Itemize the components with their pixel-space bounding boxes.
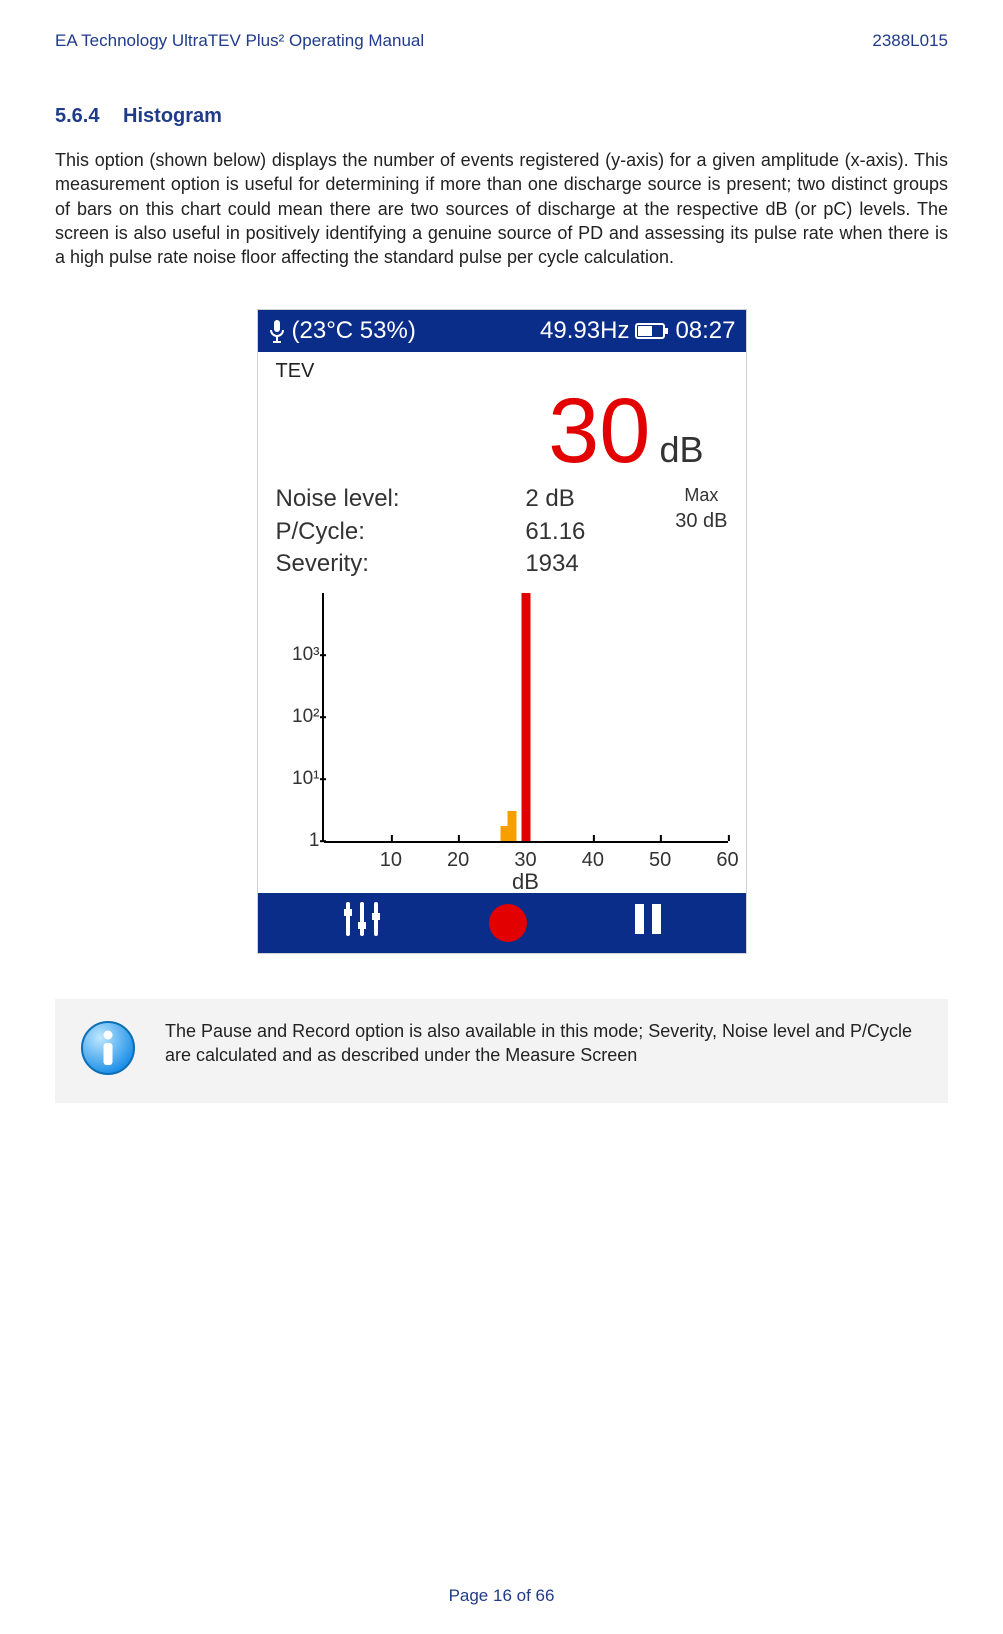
battery-icon <box>635 322 669 340</box>
x-axis <box>324 841 728 843</box>
severity-label: Severity: <box>276 548 436 580</box>
y-tick: 10² <box>276 704 320 730</box>
page-header: EA Technology UltraTEV Plus² Operating M… <box>55 30 948 53</box>
device-toolbar <box>258 893 746 953</box>
pcycle-label: P/Cycle: <box>276 516 436 548</box>
mode-label: TEV <box>276 358 728 385</box>
status-temp-batt: (23°C 53%) <box>292 315 416 347</box>
status-freq: 49.93Hz <box>540 315 629 347</box>
pause-button[interactable] <box>633 902 663 942</box>
y-tick: 10¹ <box>276 766 320 792</box>
page-footer: Page 16 of 66 <box>0 1585 1003 1608</box>
noise-value: 2 dB <box>525 483 585 515</box>
y-axis: 110¹10²10³ <box>276 593 324 841</box>
severity-value: 1934 <box>525 548 585 580</box>
mic-icon <box>268 319 286 343</box>
status-bar: (23°C 53%) 49.93Hz 08:27 <box>258 310 746 352</box>
header-right: 2388L015 <box>872 30 948 53</box>
section-heading: 5.6.4 Histogram <box>55 103 948 130</box>
max-value: 30 dB <box>675 508 727 535</box>
section-title: Histogram <box>123 105 222 127</box>
histogram-chart: 110¹10²10³ 102030405060 dB <box>276 593 728 883</box>
record-button[interactable] <box>489 904 527 942</box>
histogram-bar <box>508 811 517 841</box>
section-number: 5.6.4 <box>55 105 99 127</box>
readings-block: Noise level: P/Cycle: Severity: 2 dB 61.… <box>276 483 728 580</box>
device-screenshot: (23°C 53%) 49.93Hz 08:27 TEV 30 dB <box>257 309 747 953</box>
header-left: EA Technology UltraTEV Plus² Operating M… <box>55 30 424 53</box>
x-axis-label: dB <box>324 867 728 897</box>
info-icon <box>79 1019 137 1077</box>
y-tick: 1 <box>276 828 320 854</box>
main-value: 30 <box>548 385 650 477</box>
pcycle-value: 61.16 <box>525 516 585 548</box>
main-unit: dB <box>659 426 703 475</box>
y-tick: 10³ <box>276 642 320 668</box>
histogram-bar <box>521 593 530 841</box>
noise-label: Noise level: <box>276 483 436 515</box>
chart-plot <box>324 593 728 841</box>
max-label: Max <box>675 483 727 507</box>
main-reading: 30 dB <box>276 385 728 477</box>
status-time: 08:27 <box>675 315 735 347</box>
section-body: This option (shown below) displays the n… <box>55 148 948 269</box>
info-text: The Pause and Record option is also avai… <box>165 1019 924 1068</box>
info-callout: The Pause and Record option is also avai… <box>55 999 948 1103</box>
settings-icon[interactable] <box>340 900 384 944</box>
